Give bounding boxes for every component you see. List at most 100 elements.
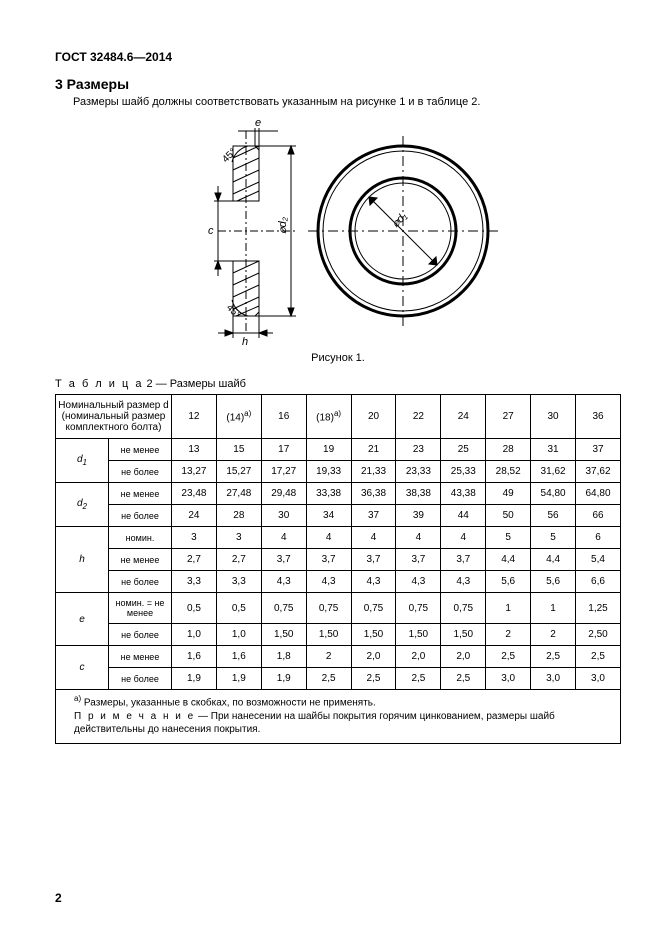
param-cell: d2: [56, 483, 109, 527]
value-cell: 3,7: [441, 549, 486, 571]
value-cell: 17: [261, 439, 306, 461]
value-cell: 1,6: [172, 646, 217, 668]
value-cell: 13: [172, 439, 217, 461]
page: ГОСТ 32484.6—2014 3 Размеры Размеры шайб…: [0, 0, 661, 935]
value-cell: 1,50: [261, 624, 306, 646]
value-cell: 33,38: [306, 483, 351, 505]
value-cell: 5,6: [531, 571, 576, 593]
th-size: (14)a): [216, 395, 261, 439]
value-cell: 5,6: [486, 571, 531, 593]
washer-diagram-svg: e 45° 45° c ⌀d₂ h ⌀d₁: [178, 116, 498, 346]
value-cell: 17,27: [261, 461, 306, 483]
value-cell: 2,7: [216, 549, 261, 571]
value-cell: 3,0: [531, 668, 576, 690]
condition-cell: не менее: [109, 549, 172, 571]
label-d1: ⌀d₁: [390, 210, 410, 230]
value-cell: 4,3: [396, 571, 441, 593]
condition-cell: не более: [109, 624, 172, 646]
value-cell: 4: [261, 527, 306, 549]
value-cell: 39: [396, 505, 441, 527]
table-body: d1не менее13151719212325283137не более13…: [56, 439, 621, 690]
value-cell: 6,6: [576, 571, 621, 593]
th-size: 27: [486, 395, 531, 439]
th-size: 22: [396, 395, 441, 439]
value-cell: 15,27: [216, 461, 261, 483]
value-cell: 34: [306, 505, 351, 527]
param-cell: e: [56, 593, 109, 646]
value-cell: 0,75: [351, 593, 396, 624]
value-cell: 1: [531, 593, 576, 624]
label-c: c: [208, 225, 214, 237]
value-cell: 49: [486, 483, 531, 505]
footnote-a-text: Размеры, указанные в скобках, по возможн…: [84, 697, 376, 708]
table-row: cне менее1,61,61,822,02,02,02,52,52,5: [56, 646, 621, 668]
value-cell: 29,48: [261, 483, 306, 505]
condition-cell: не менее: [109, 483, 172, 505]
value-cell: 0,75: [261, 593, 306, 624]
note-label: П р и м е ч а н и е: [74, 711, 195, 722]
value-cell: 2,5: [441, 668, 486, 690]
value-cell: 13,27: [172, 461, 217, 483]
table-row: не более24283034373944505666: [56, 505, 621, 527]
value-cell: 0,75: [441, 593, 486, 624]
value-cell: 6: [576, 527, 621, 549]
th-size: (18)a): [306, 395, 351, 439]
param-cell: d1: [56, 439, 109, 483]
value-cell: 19,33: [306, 461, 351, 483]
value-cell: 37,62: [576, 461, 621, 483]
value-cell: 23,33: [396, 461, 441, 483]
value-cell: 56: [531, 505, 576, 527]
value-cell: 2: [306, 646, 351, 668]
value-cell: 1,0: [216, 624, 261, 646]
table-footnote: a) Размеры, указанные в скобках, по возм…: [55, 690, 621, 744]
value-cell: 3,0: [486, 668, 531, 690]
table-row: d2не менее23,4827,4829,4833,3836,3838,38…: [56, 483, 621, 505]
table-row: не более3,33,34,34,34,34,34,35,65,66,6: [56, 571, 621, 593]
condition-cell: не менее: [109, 439, 172, 461]
value-cell: 2,5: [396, 668, 441, 690]
value-cell: 5,4: [576, 549, 621, 571]
value-cell: 27,48: [216, 483, 261, 505]
table-row: не более1,01,01,501,501,501,501,50222,50: [56, 624, 621, 646]
value-cell: 3,7: [261, 549, 306, 571]
label-e: e: [255, 117, 261, 129]
value-cell: 25: [441, 439, 486, 461]
value-cell: 4: [396, 527, 441, 549]
condition-cell: не более: [109, 571, 172, 593]
table-caption: Т а б л и ц а 2 — Размеры шайб: [55, 378, 621, 390]
value-cell: 1: [486, 593, 531, 624]
value-cell: 4: [441, 527, 486, 549]
standard-header: ГОСТ 32484.6—2014: [55, 50, 621, 64]
label-h: h: [242, 336, 248, 346]
value-cell: 30: [261, 505, 306, 527]
value-cell: 3,7: [306, 549, 351, 571]
value-cell: 2,5: [576, 646, 621, 668]
value-cell: 1,9: [261, 668, 306, 690]
value-cell: 1,50: [441, 624, 486, 646]
label-d2: ⌀d₂: [277, 216, 289, 234]
value-cell: 3: [172, 527, 217, 549]
dimensions-table: Номинальный размер d (номинальный размер…: [55, 394, 621, 690]
value-cell: 4: [351, 527, 396, 549]
value-cell: 4,4: [486, 549, 531, 571]
value-cell: 1,9: [172, 668, 217, 690]
value-cell: 15: [216, 439, 261, 461]
value-cell: 5: [531, 527, 576, 549]
value-cell: 37: [351, 505, 396, 527]
value-cell: 1,9: [216, 668, 261, 690]
value-cell: 23,48: [172, 483, 217, 505]
value-cell: 28: [486, 439, 531, 461]
table-row: не более13,2715,2717,2719,3321,3323,3325…: [56, 461, 621, 483]
value-cell: 1,6: [216, 646, 261, 668]
value-cell: 1,50: [351, 624, 396, 646]
value-cell: 28: [216, 505, 261, 527]
value-cell: 4,3: [261, 571, 306, 593]
table-row: не менее2,72,73,73,73,73,73,74,44,45,4: [56, 549, 621, 571]
value-cell: 0,5: [216, 593, 261, 624]
value-cell: 23: [396, 439, 441, 461]
table-row: hномин.3344444556: [56, 527, 621, 549]
value-cell: 4,4: [531, 549, 576, 571]
value-cell: 36,38: [351, 483, 396, 505]
footnote-marker: a): [74, 694, 81, 703]
value-cell: 43,38: [441, 483, 486, 505]
